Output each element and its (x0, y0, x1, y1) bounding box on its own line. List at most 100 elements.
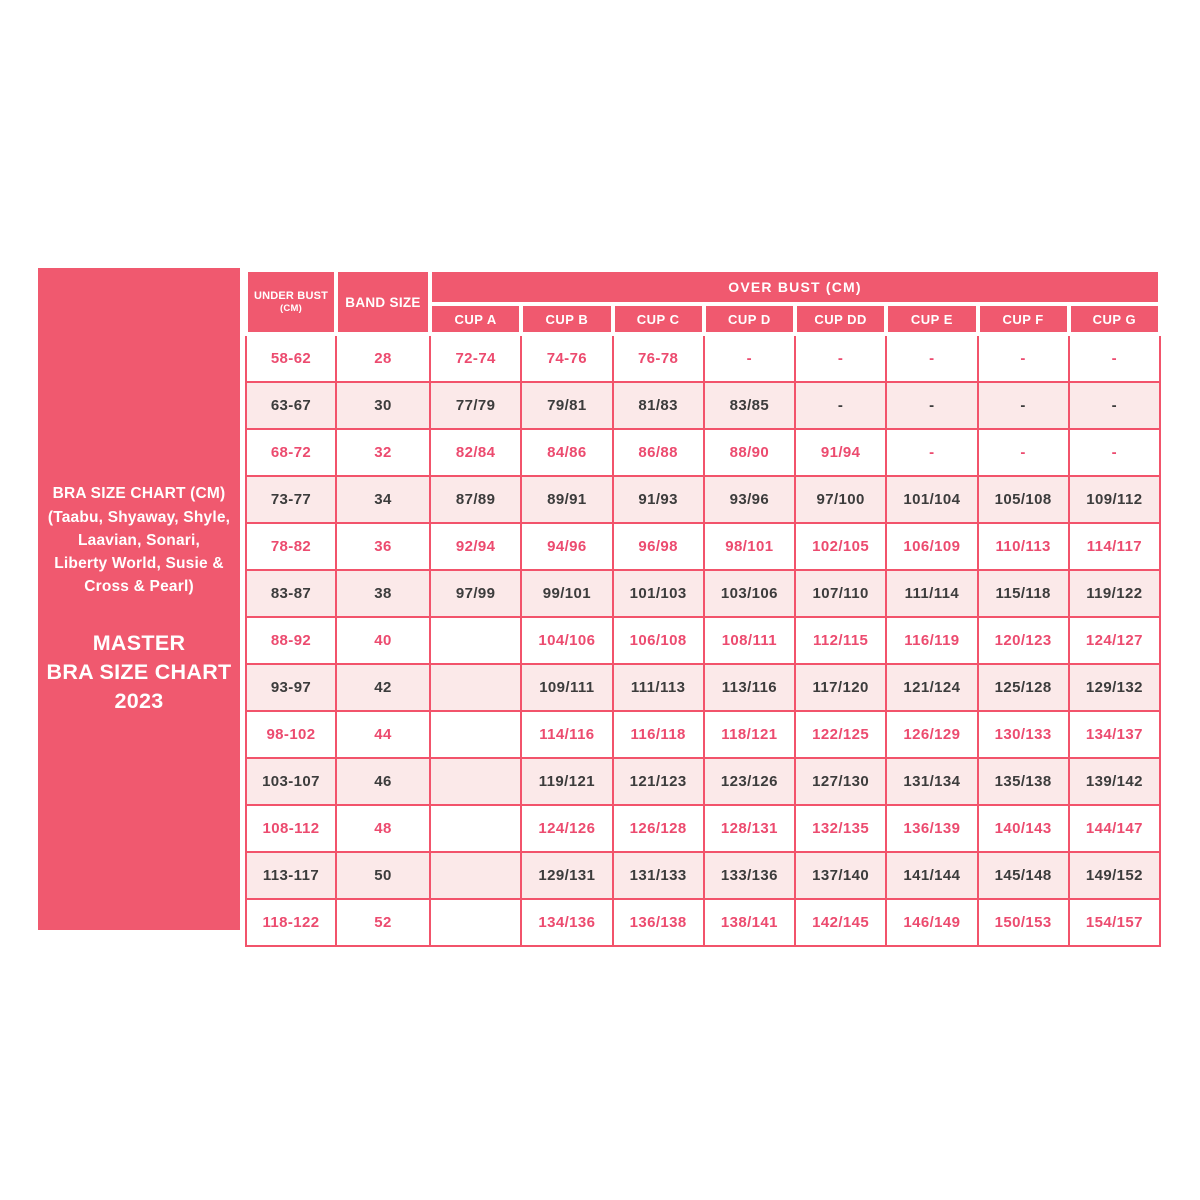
header-cup-b: CUP B (519, 302, 615, 336)
band-size-cell: 44 (335, 710, 431, 759)
cup-e-cell: 146/149 (885, 898, 979, 947)
cup-e-cell: 116/119 (885, 616, 979, 665)
cup-dd-cell: 97/100 (793, 475, 888, 524)
header-cup-dd: CUP DD (792, 302, 889, 336)
table-row: 58-62 28 72-74 74-76 76-78- - - - - (245, 333, 1162, 383)
cup-b-cell: 104/106 (520, 616, 614, 665)
header-cup-c: CUP C (610, 302, 706, 336)
cup-e-cell: 136/139 (885, 804, 979, 853)
cup-b-cell: 99/101 (520, 569, 614, 618)
under-bust-cell: 88-92 (245, 616, 337, 665)
cup-e-cell: 131/134 (885, 757, 979, 806)
cup-a-cell: 97/99 (428, 569, 523, 618)
table-row: 93-97 42 109/111 111/113 113/116 117/120 121/1… (245, 663, 1162, 712)
band-size-cell: 36 (335, 522, 431, 571)
band-size-cell: 46 (335, 757, 431, 806)
band-size-cell: 30 (335, 381, 431, 430)
cup-c-cell: 96/98 (611, 522, 705, 571)
cup-b-cell: 119/121 (520, 757, 614, 806)
cup-dd-cell: - (793, 333, 888, 383)
band-size-cell: 48 (335, 804, 431, 853)
cup-dd-cell: 132/135 (793, 804, 888, 853)
header-under-bust: UNDER BUST (CM) (244, 268, 338, 336)
header-cup-e: CUP E (884, 302, 980, 336)
sidebar-brands-line: Liberty World, Susie & (54, 555, 224, 573)
cup-g-cell: - (1067, 428, 1162, 477)
cup-a-cell: 92/94 (428, 522, 523, 571)
cup-b-cell: 124/126 (520, 804, 614, 853)
band-size-cell: 32 (335, 428, 431, 477)
cup-g-cell: - (1067, 333, 1162, 383)
table-row: 118-122 52 134/136 136/138 138/141 142/145 146… (245, 898, 1162, 947)
sidebar-chart-title: BRA SIZE CHART (CM) (52, 485, 226, 503)
band-size-cell: 38 (335, 569, 431, 618)
cup-a-cell: 77/79 (428, 381, 523, 430)
header-under-bust-unit: (CM) (280, 302, 302, 314)
table-row: 88-92 40 104/106 106/108 108/111 112/115 116/1… (245, 616, 1162, 665)
sidebar-master-line: BRA SIZE CHART (46, 659, 232, 684)
cup-a-cell (428, 757, 523, 806)
under-bust-cell: 118-122 (245, 898, 337, 947)
cup-g-cell: 134/137 (1067, 710, 1162, 759)
cup-b-cell: 89/91 (520, 475, 614, 524)
cup-d-cell: - (702, 333, 797, 383)
table-row: 68-72 32 82/84 84/86 86/88 88/90 91/94- - - (245, 428, 1162, 477)
cup-a-cell: 87/89 (428, 475, 523, 524)
header-cup-g: CUP G (1066, 302, 1163, 336)
cup-c-cell: 131/133 (611, 851, 705, 900)
cup-c-cell: 101/103 (611, 569, 705, 618)
cup-dd-cell: 142/145 (793, 898, 888, 947)
cup-e-cell: 121/124 (885, 663, 979, 712)
sidebar-master-line: MASTER (92, 630, 186, 655)
header-cup-a: CUP A (427, 302, 524, 336)
band-size-cell: 42 (335, 663, 431, 712)
cup-c-cell: 81/83 (611, 381, 705, 430)
sidebar-master-title-block: MASTER BRA SIZE CHART 2023 (47, 629, 232, 716)
sidebar-brands-line: Laavian, Sonari, (77, 531, 201, 549)
cup-d-cell: 133/136 (702, 851, 797, 900)
cup-f-cell: 115/118 (976, 569, 1070, 618)
under-bust-cell: 93-97 (245, 663, 337, 712)
cup-g-cell: 129/132 (1067, 663, 1162, 712)
cup-b-cell: 114/116 (520, 710, 614, 759)
band-size-cell: 50 (335, 851, 431, 900)
cup-a-cell (428, 804, 523, 853)
under-bust-cell: 108-112 (245, 804, 337, 853)
cup-c-cell: 126/128 (611, 804, 705, 853)
header-under-bust-label: UNDER BUST (253, 289, 329, 302)
cup-d-cell: 113/116 (702, 663, 797, 712)
cup-g-cell: 124/127 (1067, 616, 1162, 665)
cup-d-cell: 138/141 (702, 898, 797, 947)
cup-f-cell: 130/133 (976, 710, 1070, 759)
under-bust-cell: 83-87 (245, 569, 337, 618)
cup-dd-cell: 122/125 (793, 710, 888, 759)
size-table-body: 58-62 28 72-74 74-76 76-78- - - - -63-67 30 77/79 7… (245, 333, 1162, 947)
cup-f-cell: 140/143 (976, 804, 1070, 853)
cup-b-cell: 84/86 (520, 428, 614, 477)
band-size-cell: 34 (335, 475, 431, 524)
header-row-cups: CUP A CUP B CUP C CUP D CUP DD CUP E CUP… (246, 302, 1163, 336)
cup-e-cell: - (885, 381, 979, 430)
sidebar-brands-line: (Taabu, Shyaway, Shyle, (47, 508, 231, 526)
cup-a-cell (428, 616, 523, 665)
cup-d-cell: 88/90 (702, 428, 797, 477)
cup-g-cell: 109/112 (1067, 475, 1162, 524)
header-cup-d: CUP D (701, 302, 798, 336)
cup-f-cell: 105/108 (976, 475, 1070, 524)
band-size-cell: 52 (335, 898, 431, 947)
cup-dd-cell: - (793, 381, 888, 430)
header-row-groups: UNDER BUST (CM) BAND SIZE OVER BUST (CM) (244, 268, 1162, 336)
sidebar-brands-block: BRA SIZE CHART (CM) (Taabu, Shyaway, Shy… (48, 482, 230, 598)
cup-b-cell: 74-76 (520, 333, 614, 383)
band-size-cell: 28 (335, 333, 431, 383)
under-bust-cell: 78-82 (245, 522, 337, 571)
cup-e-cell: 111/114 (885, 569, 979, 618)
cup-c-cell: 111/113 (611, 663, 705, 712)
header-cup-f: CUP F (975, 302, 1071, 336)
cup-e-cell: 101/104 (885, 475, 979, 524)
cup-f-cell: 125/128 (976, 663, 1070, 712)
cup-c-cell: 121/123 (611, 757, 705, 806)
cup-e-cell: - (885, 428, 979, 477)
under-bust-cell: 98-102 (245, 710, 337, 759)
cup-c-cell: 76-78 (611, 333, 705, 383)
